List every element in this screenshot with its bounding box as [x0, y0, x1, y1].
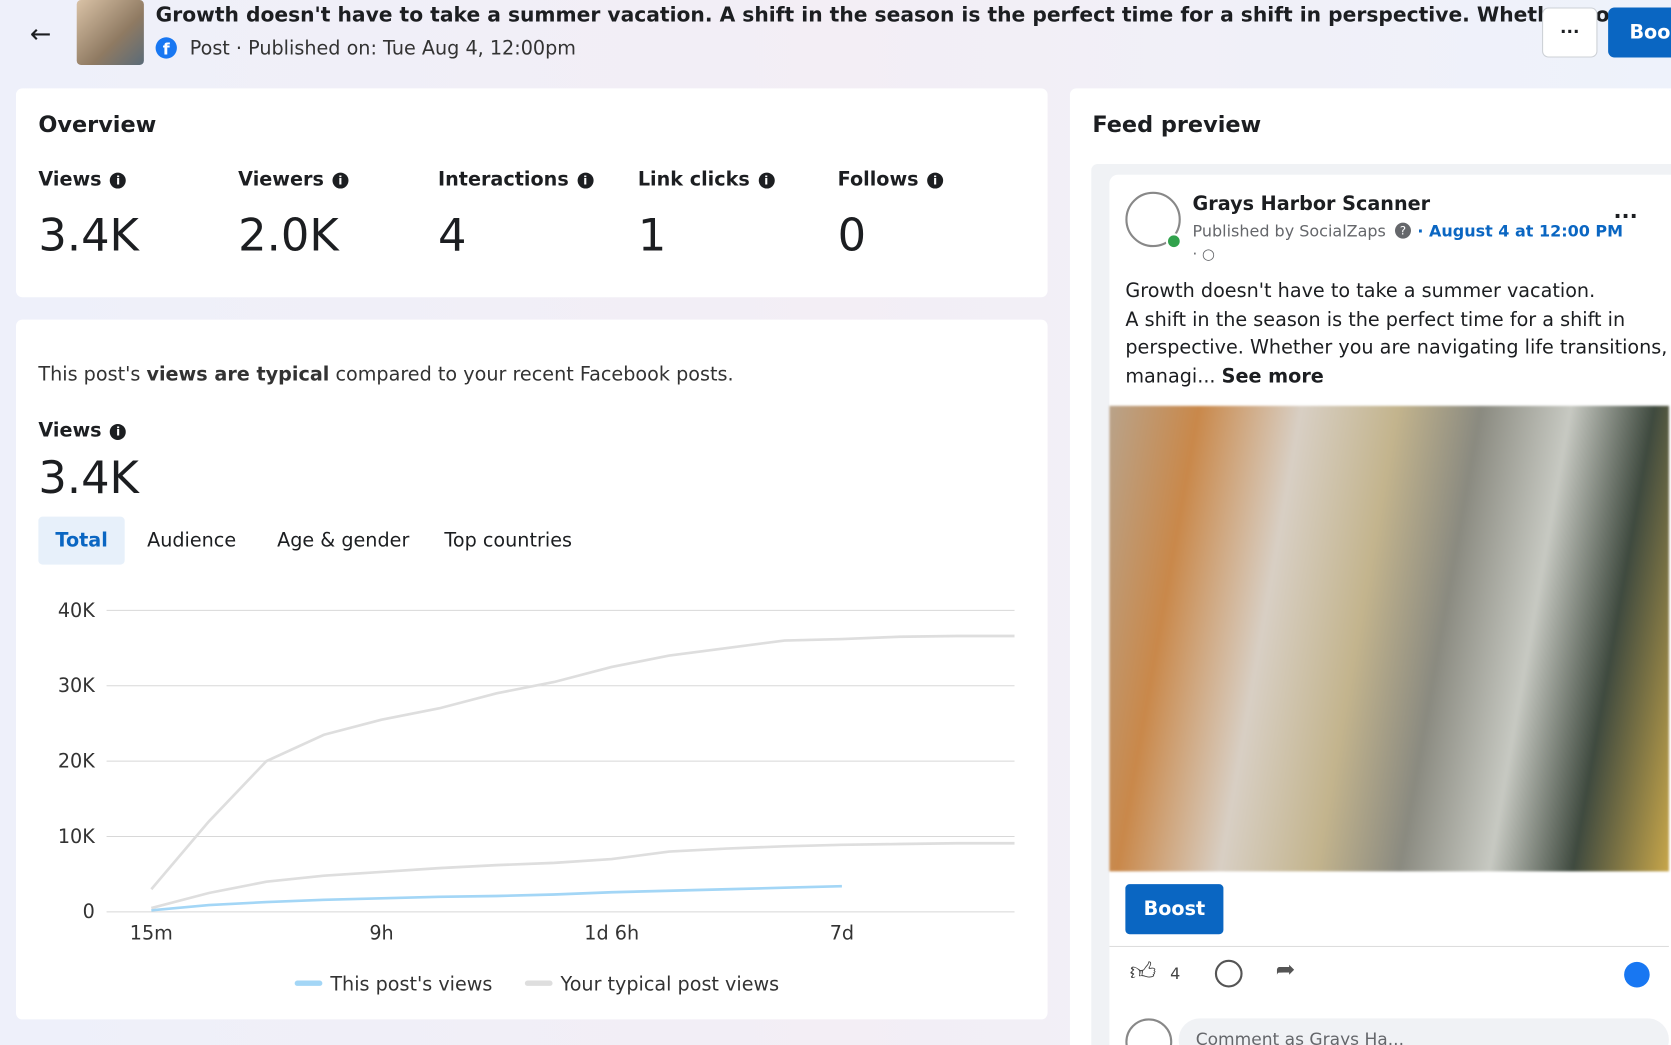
text-bold: views are typical — [146, 363, 330, 386]
tab[interactable]: Audience — [147, 529, 237, 552]
metric-label: Link clicks i — [637, 168, 775, 191]
like-count: 4 — [1170, 964, 1181, 984]
metric-label: Interactions i — [437, 168, 594, 191]
feed-title: Feed preview — [1092, 111, 1262, 138]
metric-value: 2.0K — [238, 208, 339, 261]
label: Views — [38, 419, 102, 443]
online-dot — [1165, 233, 1182, 250]
page-name[interactable]: Grays Harbor Scanner — [1192, 192, 1431, 216]
comment-icon[interactable] — [1214, 959, 1243, 988]
text: A shift in the season is the perfect tim… — [1125, 308, 1626, 331]
metric-label: Views i — [38, 419, 127, 443]
info-icon[interactable]: i — [577, 172, 594, 189]
metric-label: Follows i — [837, 168, 944, 191]
text: managi... — [1125, 364, 1216, 388]
tab[interactable]: Top countries — [444, 529, 572, 552]
info-icon[interactable]: i — [927, 172, 944, 189]
metric-label: Views i — [38, 168, 127, 191]
text-line: managi... See more — [1125, 363, 1667, 391]
metric-value: 3.4K — [38, 451, 139, 504]
like-icon[interactable]: 👍︎ — [1129, 956, 1157, 987]
overview-title: Overview — [38, 111, 157, 138]
reaction-icon — [1624, 961, 1650, 988]
text-line: Growth doesn't have to take a summer vac… — [1125, 278, 1667, 306]
feed-card: Feed preview Grays Harbor Scanner Publis… — [1069, 88, 1671, 1045]
boost-button[interactable]: Boost — [1608, 7, 1671, 58]
info-icon[interactable]: i — [758, 172, 775, 189]
text-line: A shift in the season is the perfect tim… — [1125, 306, 1667, 334]
text: compared to your recent Facebook posts. — [329, 363, 734, 386]
see-more[interactable]: See more — [1221, 364, 1324, 388]
published-by: Published by SocialZaps — [1192, 221, 1386, 241]
text: perspective. Whether you are navigating … — [1125, 336, 1668, 359]
post-menu[interactable]: ··· — [1613, 203, 1638, 230]
help-icon[interactable]: ? — [1394, 222, 1411, 239]
post-image — [1109, 405, 1669, 872]
info-icon[interactable]: i — [332, 172, 349, 189]
metric-label: Viewers i — [238, 168, 349, 191]
text-line: perspective. Whether you are navigating … — [1125, 334, 1667, 362]
label: Link clicks — [637, 168, 750, 191]
divider — [1109, 945, 1669, 947]
post-title: Growth doesn't have to take a summer vac… — [155, 3, 1671, 27]
more-button[interactable]: ··· — [1542, 7, 1598, 58]
post-thumbnail — [76, 0, 144, 65]
tab[interactable]: Total — [38, 516, 125, 565]
comparison-text: This post's views are typical compared t… — [38, 363, 733, 385]
metric-value: 4 — [437, 208, 467, 261]
metric-value: 3.4K — [38, 208, 139, 261]
metric-value: 1 — [637, 208, 667, 261]
post-subtitle: Post · Published on: Tue Aug 4, 12:00pm — [189, 37, 576, 60]
views-card: This post's views are typical compared t… — [15, 319, 1048, 1020]
tab[interactable]: Age & gender — [277, 529, 410, 552]
preview-boost-button[interactable]: Boost — [1125, 884, 1224, 935]
back-button[interactable]: ← — [29, 19, 52, 50]
label: Follows — [837, 168, 919, 191]
comment-box[interactable] — [1178, 1018, 1669, 1045]
share-icon[interactable]: ➦ — [1275, 956, 1296, 984]
text: This post's — [38, 363, 147, 386]
label: Viewers — [238, 168, 324, 191]
label: Views — [38, 168, 102, 191]
comment-placeholder: Comment as Grays Ha... — [1195, 1029, 1405, 1045]
privacy-icon: · ○ — [1192, 246, 1216, 264]
info-icon[interactable]: i — [110, 172, 127, 189]
post-date[interactable]: · August 4 at 12:00 PM — [1417, 221, 1624, 241]
post-text: Growth doesn't have to take a summer vac… — [1125, 278, 1667, 391]
facebook-icon: f — [155, 37, 177, 59]
overview-card: Overview Views i 3.4K Viewers i 2.0K Interacti… — [15, 88, 1048, 298]
label: Interactions — [437, 168, 569, 191]
info-icon[interactable]: i — [110, 423, 127, 440]
metric-value: 0 — [837, 208, 867, 261]
text: Growth doesn't have to take a summer vac… — [1125, 280, 1596, 303]
